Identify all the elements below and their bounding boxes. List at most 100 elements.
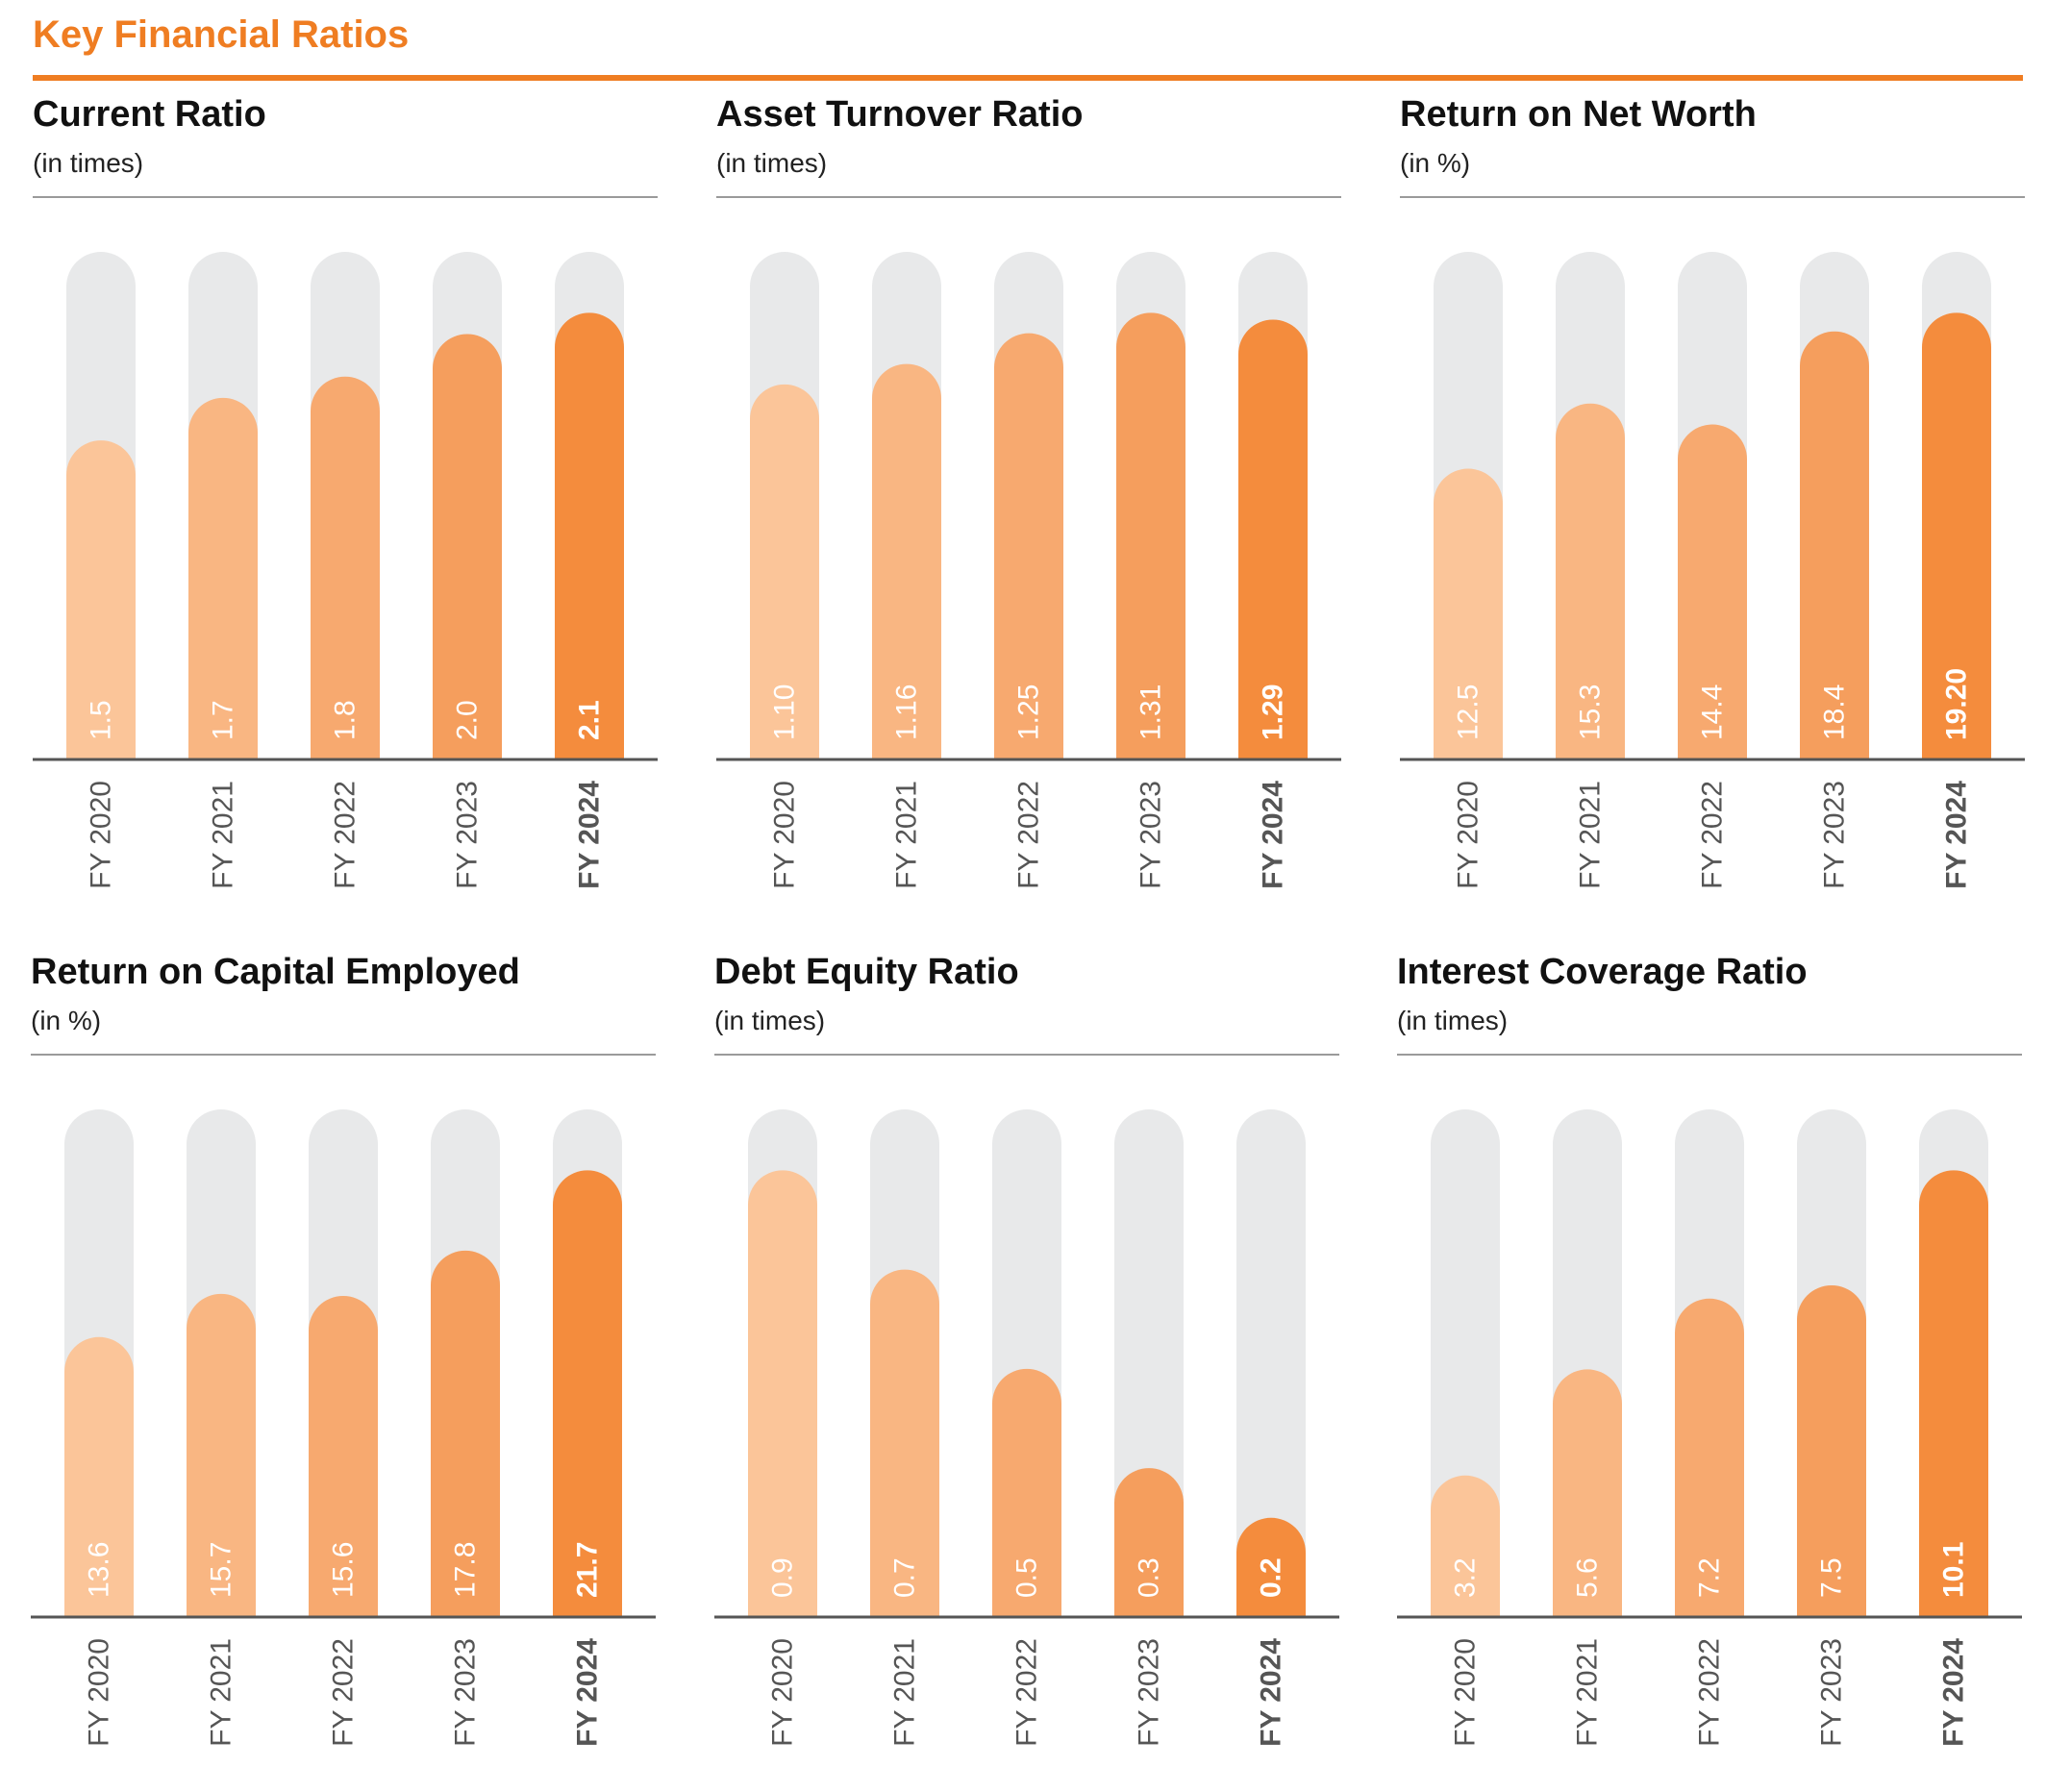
x-tick-label: FY 2020 [1450,1638,1482,1747]
bar [1238,319,1308,759]
chart-title: Current Ratio [33,94,266,135]
bar [994,333,1063,759]
x-tick-label: FY 2020 [86,781,117,889]
x-tick-label: FY 2022 [330,781,362,889]
bar-value-label: 1.8 [330,700,362,740]
x-tick-label: FY 2023 [452,781,484,889]
bar [1678,424,1747,759]
bar-group: 2.1 FY 2024 [555,252,624,889]
bar-value-label: 2.1 [574,700,606,740]
bar-group: 3.2 FY 2020 [1431,1109,1500,1747]
x-tick-label: FY 2024 [574,781,606,889]
chart-panel-current-ratio: Current Ratio (in times) 1.5 FY 2020 1.7 FY… [33,94,658,921]
bar-chart-current-ratio: 1.5 FY 2020 1.7 FY 2021 1.8 FY 2022 2.0 FY 2023… [33,252,658,889]
bar-group: 10.1 FY 2024 [1919,1109,1988,1747]
x-tick-label: FY 2024 [1256,1638,1287,1747]
bar-group: 1.16 FY 2021 [872,252,941,889]
x-tick-label: FY 2023 [1816,1638,1848,1747]
x-tick-label: FY 2021 [889,1638,921,1747]
bar-group: 1.31 FY 2023 [1116,252,1185,889]
bar-value-label: 14.4 [1697,684,1729,740]
bar-group: 15.3 FY 2021 [1556,252,1625,889]
bar-value-label: 5.6 [1572,1557,1604,1598]
chart-unit: (in times) [716,148,828,178]
bar [872,363,941,759]
chart-unit: (in %) [1400,148,1471,178]
x-tick-label: FY 2024 [1938,1638,1970,1747]
bar-group: 21.7 FY 2024 [553,1109,622,1747]
bar-value-label: 1.29 [1258,684,1289,740]
chart-title: Debt Equity Ratio [714,952,1019,992]
bar-group: 18.4 FY 2023 [1800,252,1869,889]
bar-group: 0.3 FY 2023 [1114,1109,1184,1747]
chart-title-divider [33,196,658,198]
bar-group: 7.2 FY 2022 [1675,1109,1744,1747]
x-tick-label: FY 2022 [1694,1638,1726,1747]
bar-group: 1.8 FY 2022 [311,252,380,889]
chart-panel-debt-equity-ratio: Debt Equity Ratio (in times) 0.9 FY 2020 0… [714,952,1339,1779]
bar-group: 14.4 FY 2022 [1678,252,1747,889]
bar-value-label: 10.1 [1938,1542,1970,1598]
bar [1919,1170,1988,1617]
bar-group: 15.6 FY 2022 [309,1109,378,1747]
chart-title-divider [714,1054,1339,1056]
bar-group: 1.10 FY 2020 [750,252,819,889]
bar-group: 17.8 FY 2023 [431,1109,500,1747]
bar-value-label: 0.2 [1256,1557,1287,1598]
bar [870,1269,939,1617]
bar-group: 1.7 FY 2021 [188,252,258,889]
bar [187,1293,256,1617]
bar [1116,312,1185,759]
bar-chart-return-on-net-worth: 12.5 FY 2020 15.3 FY 2021 14.4 FY 2022 18.4 FY … [1400,252,2025,889]
bar-value-label: 0.9 [767,1557,799,1598]
chart-unit: (in %) [31,1006,102,1035]
bar [66,440,136,759]
bar [1236,1517,1306,1617]
x-tick-label: FY 2022 [328,1638,360,1747]
bar-group: 12.5 FY 2020 [1434,252,1503,889]
bar-track [1236,1109,1306,1617]
bar-value-label: 1.7 [208,700,239,740]
bar-value-label: 13.6 [84,1542,115,1598]
bar-group: 7.5 FY 2023 [1797,1109,1866,1747]
bar-value-label: 1.10 [769,684,801,740]
bar-value-label: 1.5 [86,700,117,740]
chart-unit: (in times) [1397,1006,1509,1035]
x-tick-label: FY 2024 [1941,781,1973,889]
x-tick-label: FY 2024 [1258,781,1289,889]
bar [309,1295,378,1617]
bar [188,397,258,759]
chart-title: Return on Net Worth [1400,94,1757,135]
title-divider [33,75,2023,81]
chart-unit: (in times) [33,148,144,178]
bar-chart-asset-turnover-ratio: 1.10 FY 2020 1.16 FY 2021 1.25 FY 2022 1.31 FY … [716,252,1341,889]
bar-value-label: 19.20 [1941,668,1973,740]
x-tick-label: FY 2024 [572,1638,604,1747]
bar-value-label: 21.7 [572,1542,604,1598]
bar [748,1170,817,1617]
bar-value-label: 1.16 [891,684,923,740]
bar-chart-interest-coverage-ratio: 3.2 FY 2020 5.6 FY 2021 7.2 FY 2022 7.5 FY 2023… [1397,1109,2022,1747]
page-title: Key Financial Ratios [33,13,410,56]
bar-group: 1.5 FY 2020 [66,252,136,889]
bar-value-label: 12.5 [1453,684,1485,740]
bar-group: 15.7 FY 2021 [187,1109,256,1747]
bar-value-label: 0.3 [1134,1557,1165,1598]
bar-group: 1.25 FY 2022 [994,252,1063,889]
x-tick-label: FY 2021 [208,781,239,889]
chart-panel-interest-coverage-ratio: Interest Coverage Ratio (in times) 3.2 FY… [1397,952,2022,1779]
x-tick-label: FY 2021 [891,781,923,889]
bar-value-label: 15.3 [1575,684,1607,740]
x-tick-label: FY 2022 [1013,781,1045,889]
chart-title: Asset Turnover Ratio [716,94,1084,135]
bar-value-label: 0.7 [889,1557,921,1598]
chart-panel-asset-turnover-ratio: Asset Turnover Ratio (in times) 1.10 FY 2… [716,94,1341,921]
bar-value-label: 15.6 [328,1542,360,1598]
bar [1434,468,1503,759]
bar [1922,312,1991,759]
bar [64,1336,134,1617]
bar [1114,1468,1184,1617]
bar-value-label: 2.0 [452,700,484,740]
bar [1553,1369,1622,1617]
x-tick-label: FY 2021 [1575,781,1607,889]
